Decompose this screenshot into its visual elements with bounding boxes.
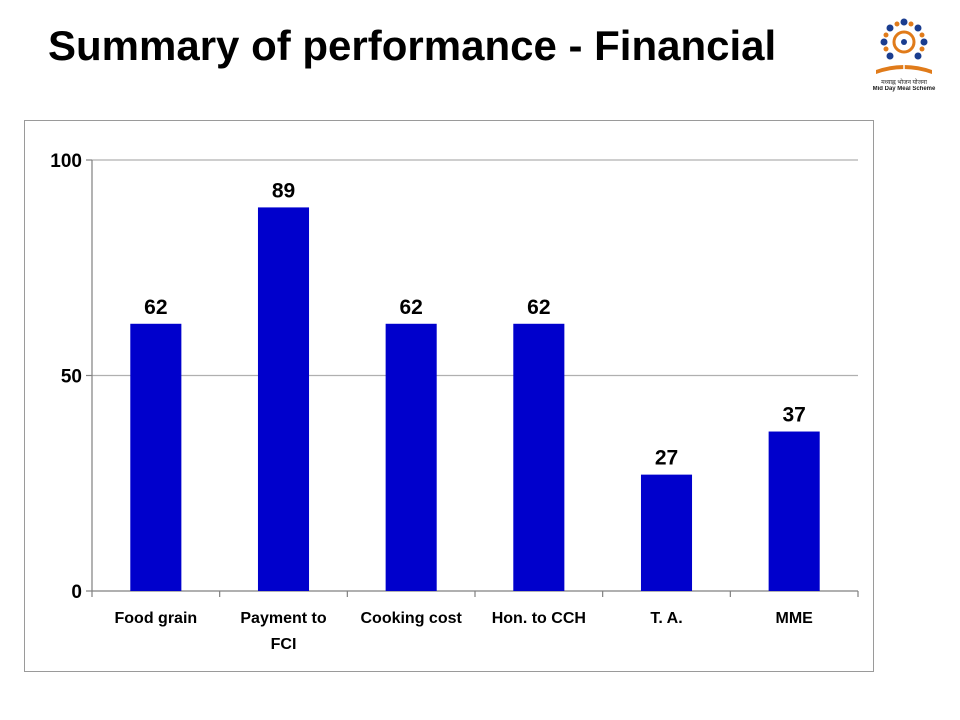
mid-day-meal-logo-icon: मध्याह्न भोजन योजना Mid Day Meal Scheme	[866, 12, 942, 102]
logo-text-hindi: मध्याह्न भोजन योजना	[881, 80, 927, 86]
x-tick-label: T. A.	[650, 610, 682, 627]
data-label: 27	[655, 447, 678, 470]
logo-graphic	[876, 18, 932, 74]
bar	[513, 323, 565, 591]
data-label: 37	[782, 404, 805, 427]
x-tick-label: Cooking cost	[360, 610, 462, 627]
gridlines	[92, 159, 858, 377]
data-labels: 62 89 62 62 27 37	[144, 179, 806, 469]
axes	[86, 159, 859, 597]
data-label: 62	[399, 296, 422, 319]
x-tick-label: Hon. to CCH	[492, 610, 586, 627]
data-label: 62	[527, 296, 550, 319]
logo-text-english: Mid Day Meal Scheme	[872, 86, 936, 92]
chart-area: 62 89 62 62 27 37 0 50 100 Food grain Payment to F…	[24, 120, 874, 672]
bar	[130, 323, 182, 591]
y-tick-label: 50	[61, 367, 82, 388]
bar	[768, 431, 820, 591]
bar	[640, 474, 693, 591]
bar	[385, 323, 437, 591]
y-tick-label: 100	[50, 151, 82, 172]
data-label: 62	[144, 296, 167, 319]
data-label: 89	[272, 179, 295, 202]
x-tick-label: Payment to FCI	[240, 610, 326, 653]
y-tick-label: 0	[71, 582, 82, 603]
bar	[257, 207, 310, 591]
bar-chart: 62 89 62 62 27 37 0 50 100 Food grain Payment to F…	[50, 151, 859, 653]
x-tick-label: Food grain	[115, 610, 198, 627]
x-tick-label: MME	[776, 610, 814, 627]
bars	[130, 207, 820, 591]
tick-labels: 0 50 100 Food grain Payment to FCI Cooking cos…	[50, 151, 813, 653]
slide-title: Summary of performance - Financial	[48, 22, 777, 69]
